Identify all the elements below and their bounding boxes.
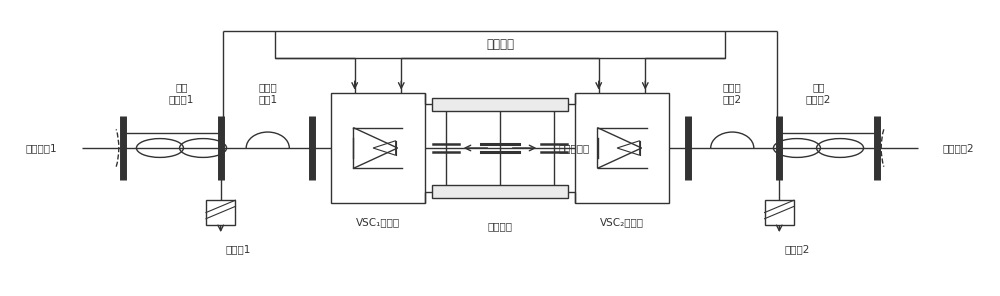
Bar — [432, 185, 568, 198]
Text: 交流电网2: 交流电网2 — [943, 143, 975, 153]
Text: 直流线路: 直流线路 — [488, 221, 512, 231]
Text: 滤波器1: 滤波器1 — [226, 244, 251, 255]
Bar — [575, 93, 669, 203]
Bar — [765, 200, 794, 225]
Bar — [275, 30, 725, 58]
Text: VSC₂换流器: VSC₂换流器 — [600, 217, 644, 227]
Text: 控制系统: 控制系统 — [486, 38, 514, 51]
Text: 直流电容器: 直流电容器 — [559, 143, 590, 153]
Bar — [331, 93, 425, 203]
Text: 换相电
抗器1: 换相电 抗器1 — [258, 82, 277, 104]
Text: 滤波器2: 滤波器2 — [784, 244, 810, 255]
Bar — [206, 200, 235, 225]
Text: 换流
变压器2: 换流 变压器2 — [806, 82, 831, 104]
Text: VSC₁换流器: VSC₁换流器 — [356, 217, 400, 227]
Text: 换相电
抗器2: 换相电 抗器2 — [723, 82, 742, 104]
Bar — [432, 98, 568, 111]
Text: 交流电网1: 交流电网1 — [25, 143, 57, 153]
Text: 换流
变压器1: 换流 变压器1 — [169, 82, 194, 104]
